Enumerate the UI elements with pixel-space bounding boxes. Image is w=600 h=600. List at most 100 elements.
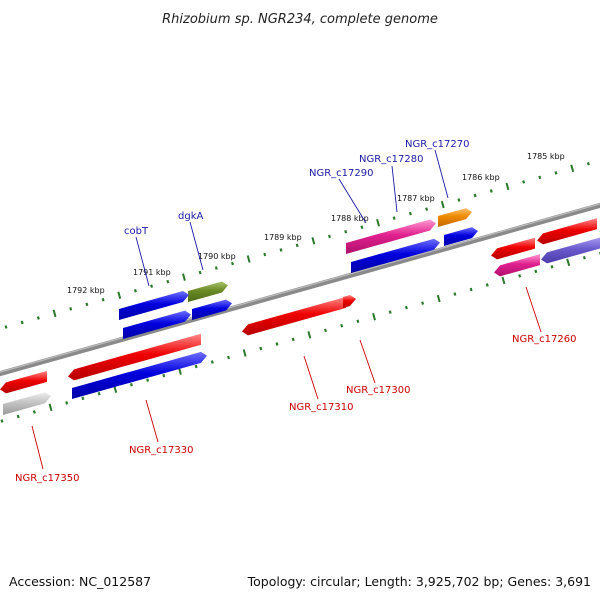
scale-top-tick <box>231 261 234 266</box>
scale-top-tick <box>4 325 8 329</box>
leader-ngr-c17300 <box>359 339 376 384</box>
scale-label-1788: 1788 kbp <box>331 214 369 223</box>
scale-top-tick <box>101 298 105 302</box>
leader-lines-bottom <box>31 286 542 470</box>
topology-summary-text: Topology: circular; Length: 3,925,702 bp… <box>247 574 591 589</box>
scale-bottom-tick <box>307 331 312 339</box>
scale-top-tick <box>85 302 89 307</box>
gene-ngr-c17300[interactable] <box>343 295 356 308</box>
leader-ngr-c17260 <box>525 286 542 333</box>
scale-label-1792: 1792 kbp <box>67 286 105 295</box>
scale-line-top <box>4 162 590 329</box>
scale-bottom-tick <box>16 414 20 419</box>
scale-bottom-tick <box>582 256 586 260</box>
gene-dgka-2[interactable] <box>192 299 232 320</box>
leader-ngr-c17290 <box>338 178 367 224</box>
scale-bottom-tick <box>162 373 166 378</box>
scale-bottom-tick <box>227 355 230 360</box>
scale-top-tick <box>457 198 461 202</box>
scale-top-tick <box>20 320 24 325</box>
scale-bottom-tick <box>129 383 133 387</box>
scale-bottom-tick <box>194 364 198 369</box>
gene-ngr-c17310[interactable] <box>242 296 346 336</box>
scale-top-tick <box>392 216 396 220</box>
scale-top-tick <box>150 284 154 288</box>
scale-label-1786: 1786 kbp <box>462 173 500 182</box>
gene-ngr-c17351[interactable] <box>3 392 51 415</box>
leader-lines-top <box>135 149 449 287</box>
gene-label-cobt[interactable]: cobT <box>124 226 149 237</box>
gene-ngr-c17260[interactable] <box>491 237 535 260</box>
gene-label-ngr-c17300[interactable]: NGR_c17300 <box>346 385 411 396</box>
scale-top-tick <box>133 289 137 293</box>
scale-top-tick <box>586 162 590 166</box>
scale-label-1787: 1787 kbp <box>397 194 435 203</box>
gene-dgka[interactable] <box>188 281 228 302</box>
gene-ngr-c17290[interactable] <box>351 238 440 273</box>
scale-bottom-tick <box>275 342 279 346</box>
gene-label-ngr-c17270[interactable]: NGR_c17270 <box>405 139 470 150</box>
gene-ngr-c17280[interactable] <box>346 219 436 254</box>
leader-ngr-c17280 <box>391 165 398 213</box>
gene-ngr-c17330[interactable] <box>68 333 201 381</box>
leader-ngr-c17330 <box>145 399 159 443</box>
gene-label-ngr-c17350[interactable]: NGR_c17350 <box>15 473 80 484</box>
gene-cobt-2[interactable] <box>123 310 191 339</box>
scale-bottom-tick <box>501 276 506 285</box>
scale-label-1790: 1790 kbp <box>198 252 236 261</box>
scale-top-tick <box>570 164 575 173</box>
scale-label-1789: 1789 kbp <box>264 233 302 242</box>
scale-bottom-tick <box>534 269 538 274</box>
scale-bottom-tick <box>566 258 571 267</box>
gene-ngr-c17261[interactable] <box>537 218 597 245</box>
scale-top-tick <box>182 273 186 281</box>
gene-label-ngr-c17330[interactable]: NGR_c17330 <box>129 445 194 456</box>
scale-top-tick <box>376 218 380 227</box>
scale-top-tick <box>263 252 267 257</box>
scale-top-tick <box>69 307 73 311</box>
gene-label-dgka[interactable]: dgkA <box>178 211 203 222</box>
scale-top-tick <box>522 180 526 184</box>
scale-bottom-tick <box>404 305 408 310</box>
leader-ngr-c17310 <box>303 355 319 400</box>
scale-top-tick <box>473 193 477 198</box>
scale-bottom-tick <box>291 337 295 342</box>
scale-top-tick <box>279 248 283 252</box>
scale-top-tick <box>246 255 251 263</box>
scale-top-tick <box>52 309 57 318</box>
genome-backbone-highlight <box>0 203 600 373</box>
gene-label-ngr-c17290[interactable]: NGR_c17290 <box>309 168 374 179</box>
scale-bottom-tick <box>48 403 53 412</box>
gene-label-ngr-c17280[interactable]: NGR_c17280 <box>359 154 424 165</box>
scale-bottom-tick <box>97 392 101 396</box>
gene-ngr-c17330-2[interactable] <box>72 351 207 399</box>
scale-top-tick <box>408 211 412 216</box>
gene-label-ngr-c17260[interactable]: NGR_c17260 <box>512 334 577 345</box>
accession-text: Accession: NC_012587 <box>9 574 151 589</box>
gene-ngr-c17270[interactable] <box>438 208 472 227</box>
leader-ngr-c17270 <box>434 149 449 199</box>
gene-ngr-c17262[interactable] <box>494 254 540 277</box>
scale-top-tick <box>214 266 218 270</box>
scale-top-tick <box>440 200 445 209</box>
scale-bottom-tick <box>356 319 360 323</box>
scale-label-1791: 1791 kbp <box>133 268 171 277</box>
gene-ngr-c17271[interactable] <box>444 227 478 246</box>
scale-bottom-tick <box>210 360 214 364</box>
scale-top-tick <box>489 189 493 193</box>
scale-bottom-tick <box>550 265 554 269</box>
scale-bottom-tick <box>259 346 263 351</box>
gene-ngr-c17350[interactable] <box>0 370 47 394</box>
gene-cobt[interactable] <box>119 291 189 320</box>
gene-label-ngr-c17310[interactable]: NGR_c17310 <box>289 402 354 413</box>
scale-bottom-tick <box>242 349 247 357</box>
scale-top-tick <box>117 291 122 299</box>
scale-bottom-tick <box>421 301 425 305</box>
scale-bottom-tick <box>436 294 441 303</box>
scale-bottom-tick <box>81 396 85 401</box>
scale-top-tick <box>554 171 558 175</box>
leader-cobt <box>135 236 150 287</box>
leader-ngr-c17350 <box>31 425 44 470</box>
gene-ngr-c17263[interactable] <box>541 237 600 264</box>
scale-bottom-tick <box>65 401 69 405</box>
